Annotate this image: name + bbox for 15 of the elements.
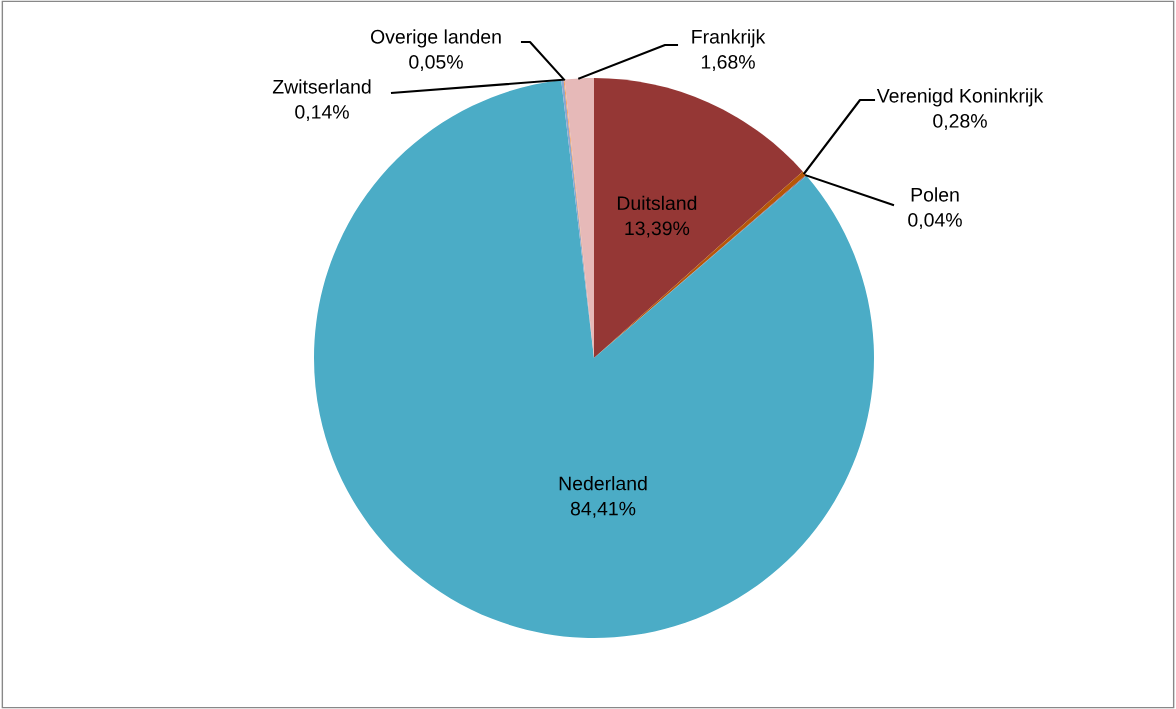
slice-label: Zwitserland [272,79,371,94]
data-label: 1,68% [701,55,755,72]
slice-label: Nederland [559,476,647,491]
data-label: 0,04% [908,213,962,230]
data-label: 0,14% [295,105,349,122]
slice-label: Verenigd Koninkrijk [876,88,1044,107]
data-label: 84,41% [570,501,636,518]
data-label: 0,05% [409,55,463,72]
slice-label: Overige landen [370,29,501,48]
slice-label: Polen [911,187,959,202]
data-label: 13,39% [625,221,690,238]
slice-label: Duitsland [617,195,697,211]
slice-label: Frankrijk [692,29,766,48]
pie-slice [594,78,803,358]
data-label: 0,28% [933,114,987,131]
